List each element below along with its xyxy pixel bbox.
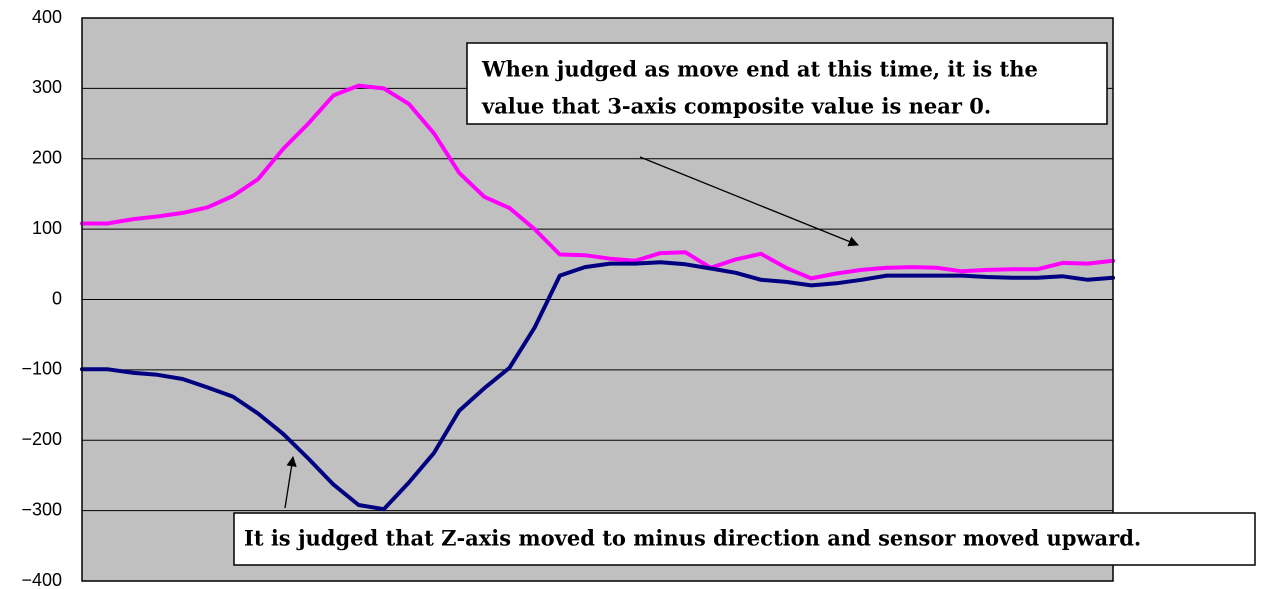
- arrow: [284, 455, 297, 509]
- y-tick-label: 400: [32, 7, 62, 27]
- y-tick-label: −300: [21, 499, 62, 519]
- plot-border: [81, 17, 1114, 582]
- arrow: [639, 156, 859, 247]
- lines: [80, 83, 1115, 512]
- line-series: [80, 83, 1115, 281]
- annotation: When judged as move end at this time, it…: [481, 57, 1038, 82]
- annotation-box: [233, 512, 1256, 566]
- y-tick-label: 200: [32, 148, 62, 168]
- y-tick-label: 100: [32, 218, 62, 238]
- y-tick-label: 0: [52, 288, 62, 308]
- y-tick-label: −100: [21, 359, 62, 379]
- annotation-box: [466, 42, 1108, 125]
- y-tick-label: −200: [21, 429, 62, 449]
- line-series: [80, 260, 1115, 512]
- y-tick-label: −400: [21, 570, 62, 589]
- y-tick-label: 300: [32, 77, 62, 97]
- annotation: It is judged that Z-axis moved to minus …: [244, 526, 1141, 551]
- annotation: value that 3-axis composite value is nea…: [481, 94, 991, 119]
